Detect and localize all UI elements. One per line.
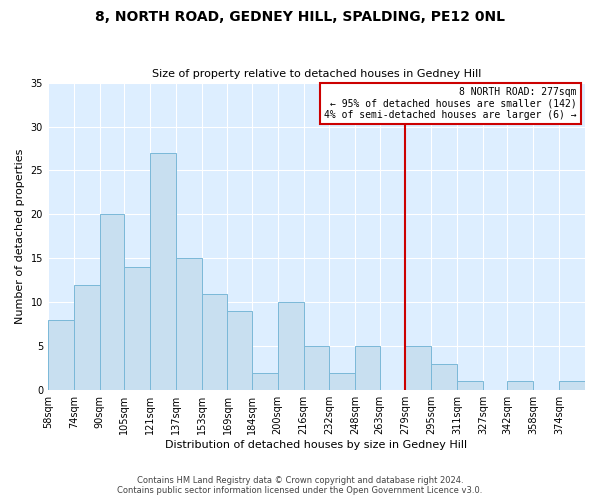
- Bar: [508, 382, 533, 390]
- Bar: [559, 382, 585, 390]
- Bar: [202, 294, 227, 390]
- Bar: [355, 346, 380, 390]
- X-axis label: Distribution of detached houses by size in Gedney Hill: Distribution of detached houses by size …: [166, 440, 467, 450]
- Y-axis label: Number of detached properties: Number of detached properties: [15, 148, 25, 324]
- Bar: [176, 258, 202, 390]
- Text: 8 NORTH ROAD: 277sqm
← 95% of detached houses are smaller (142)
4% of semi-detac: 8 NORTH ROAD: 277sqm ← 95% of detached h…: [325, 87, 577, 120]
- Bar: [124, 267, 150, 390]
- Bar: [431, 364, 457, 390]
- Bar: [329, 372, 355, 390]
- Bar: [406, 346, 431, 390]
- Bar: [278, 302, 304, 390]
- Title: Size of property relative to detached houses in Gedney Hill: Size of property relative to detached ho…: [152, 69, 481, 79]
- Bar: [227, 311, 252, 390]
- Bar: [74, 284, 100, 390]
- Bar: [48, 320, 74, 390]
- Text: 8, NORTH ROAD, GEDNEY HILL, SPALDING, PE12 0NL: 8, NORTH ROAD, GEDNEY HILL, SPALDING, PE…: [95, 10, 505, 24]
- Bar: [252, 372, 278, 390]
- Text: Contains HM Land Registry data © Crown copyright and database right 2024.
Contai: Contains HM Land Registry data © Crown c…: [118, 476, 482, 495]
- Bar: [457, 382, 483, 390]
- Bar: [150, 153, 176, 390]
- Bar: [100, 214, 124, 390]
- Bar: [304, 346, 329, 390]
